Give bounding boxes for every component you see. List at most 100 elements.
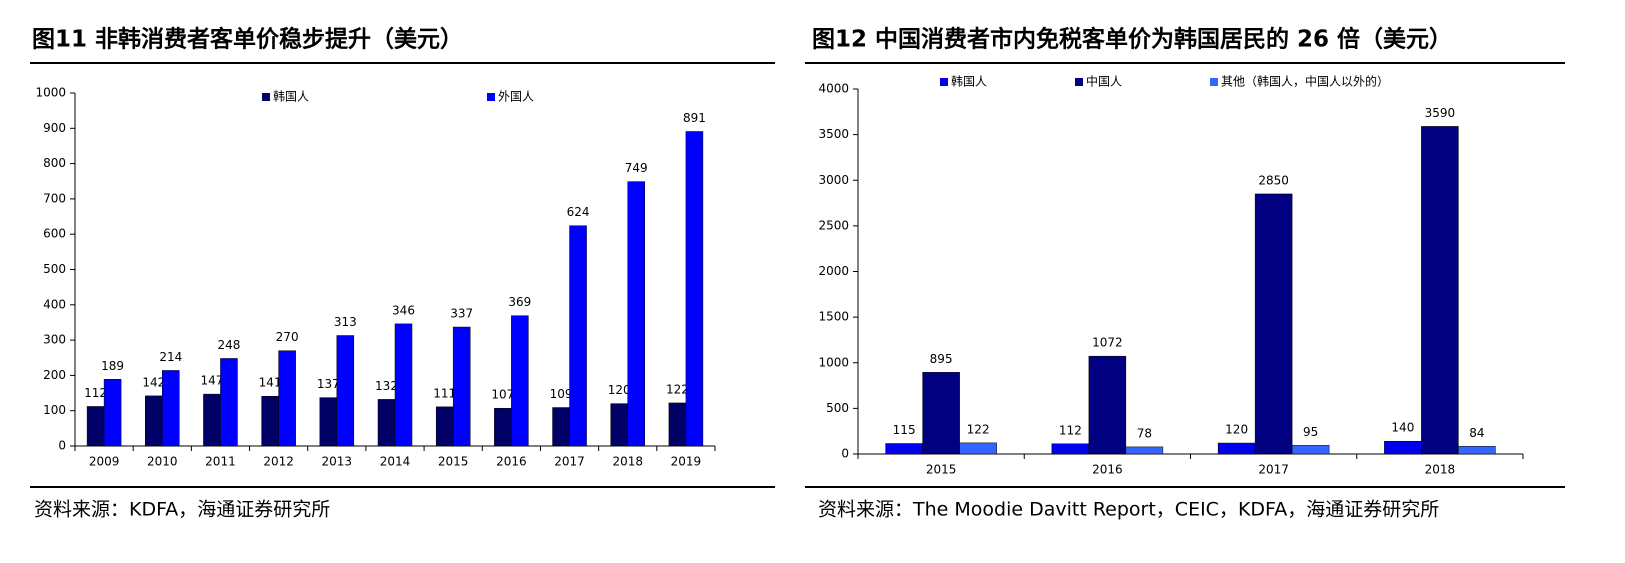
source: 资料来源：KDFA，海通证券研究所	[34, 499, 330, 521]
y-tick-label: 2500	[818, 218, 849, 232]
value-label: 109	[550, 387, 573, 401]
bar	[668, 402, 687, 447]
bar	[1458, 446, 1496, 455]
bar	[1254, 193, 1293, 455]
bar	[103, 379, 122, 447]
legend-swatch	[1075, 78, 1083, 86]
x-tick-label: 2015	[438, 455, 469, 469]
value-label: 115	[893, 423, 916, 437]
legend-swatch	[1210, 78, 1218, 86]
value-label: 2850	[1258, 173, 1289, 187]
x-tick-label: 2019	[671, 455, 702, 469]
bar	[1291, 445, 1330, 455]
legend-label: 韩国人	[273, 89, 309, 104]
value-label: 270	[276, 330, 299, 344]
value-label: 313	[334, 315, 357, 329]
bar	[435, 406, 454, 447]
x-tick-label: 2009	[89, 455, 120, 469]
x-tick-label: 2014	[380, 455, 411, 469]
y-tick-label: 1500	[818, 310, 849, 324]
value-label: 891	[683, 111, 706, 125]
x-tick-label: 2016	[496, 455, 527, 469]
bar	[569, 225, 587, 447]
x-tick-label: 2017	[554, 455, 585, 469]
x-tick-label: 2018	[612, 455, 643, 469]
bar	[959, 442, 997, 455]
bar	[336, 335, 355, 447]
legend-label: 其他（韩国人，中国人以外的）	[1221, 74, 1389, 89]
x-tick-label: 2011	[205, 455, 236, 469]
x-tick-label: 2018	[1425, 463, 1456, 477]
y-tick-label: 300	[43, 333, 66, 347]
bar	[627, 181, 645, 447]
value-label: 895	[930, 352, 953, 366]
bar	[1217, 442, 1256, 455]
bar	[1384, 440, 1422, 455]
legend-swatch	[940, 78, 948, 86]
value-label: 337	[450, 307, 473, 321]
value-label: 112	[84, 386, 107, 400]
value-label: 369	[508, 295, 531, 309]
bar	[1051, 443, 1090, 455]
y-tick-label: 3000	[818, 173, 849, 187]
bar	[86, 406, 105, 447]
y-tick-label: 100	[43, 403, 66, 417]
bar	[685, 131, 704, 447]
y-tick-label: 400	[43, 297, 66, 311]
y-tick-label: 2000	[818, 264, 849, 278]
value-label: 346	[392, 303, 415, 317]
value-label: 112	[1059, 423, 1082, 437]
value-label: 749	[625, 161, 648, 175]
value-label: 107	[491, 388, 514, 402]
x-tick-label: 2010	[147, 455, 178, 469]
value-label: 1072	[1092, 336, 1123, 350]
legend-label: 中国人	[1086, 74, 1122, 89]
value-label: 141	[259, 376, 282, 390]
bar	[922, 372, 960, 455]
y-tick-label: 500	[826, 401, 849, 415]
value-label: 248	[218, 338, 241, 352]
y-tick-label: 700	[43, 191, 66, 205]
legend-label: 韩国人	[951, 74, 987, 89]
x-tick-label: 2016	[1092, 463, 1123, 477]
y-tick-label: 800	[43, 156, 66, 170]
value-label: 122	[967, 422, 990, 436]
value-label: 189	[101, 359, 124, 373]
bar	[494, 407, 512, 447]
value-label: 78	[1137, 426, 1152, 440]
value-label: 111	[433, 386, 456, 400]
value-label: 624	[567, 205, 590, 219]
value-label: 214	[159, 350, 182, 364]
value-label: 120	[1225, 423, 1248, 437]
value-label: 142	[142, 375, 165, 389]
y-tick-label: 0	[841, 447, 849, 461]
bar	[145, 395, 163, 447]
bar	[1421, 126, 1459, 455]
value-label: 140	[1391, 421, 1414, 435]
bar	[610, 403, 628, 447]
value-label: 3590	[1425, 106, 1456, 120]
bar	[377, 399, 396, 447]
y-tick-label: 600	[43, 227, 66, 241]
source: 资料来源：The Moodie Davitt Report，CEIC，KDFA，…	[818, 499, 1439, 521]
x-tick-label: 2017	[1258, 463, 1289, 477]
x-tick-label: 2012	[263, 455, 294, 469]
bar	[162, 370, 180, 447]
value-label: 122	[666, 382, 689, 396]
y-tick-label: 1000	[35, 86, 66, 100]
y-tick-label: 900	[43, 121, 66, 135]
bar	[452, 326, 471, 447]
bar	[261, 395, 279, 447]
y-tick-label: 4000	[818, 82, 849, 96]
bar	[203, 393, 221, 447]
value-label: 120	[608, 383, 631, 397]
bar	[394, 323, 413, 447]
bar	[885, 443, 923, 455]
bar	[511, 315, 529, 447]
bar	[319, 397, 338, 447]
legend-swatch	[487, 93, 495, 101]
value-label: 132	[375, 379, 398, 393]
bar	[552, 407, 570, 447]
value-label: 95	[1303, 425, 1318, 439]
bar	[1088, 355, 1127, 455]
